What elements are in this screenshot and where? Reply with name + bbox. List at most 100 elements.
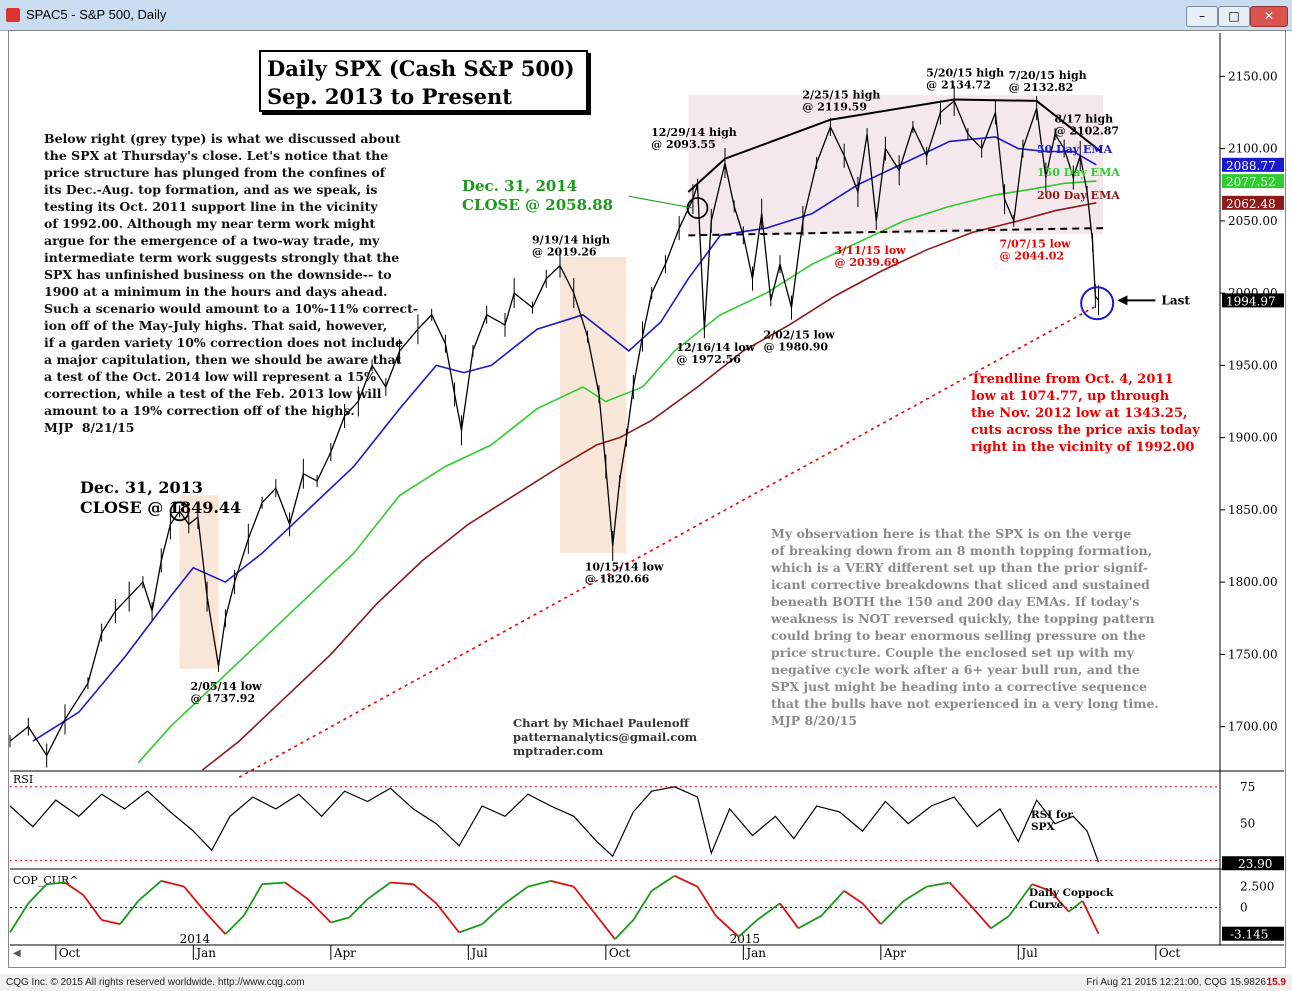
ema-value-tag-label: 2088.77	[1226, 159, 1276, 173]
x-axis-tick-label: Apr	[883, 946, 906, 960]
coppock-segment	[412, 883, 437, 905]
analysis-note-black: Below right (grey type) is what we discu…	[44, 131, 419, 435]
coppock-segment	[284, 881, 309, 900]
coppock-segment	[458, 923, 483, 934]
coppock-segment	[1068, 900, 1084, 913]
coppock-legend: Daily Coppock Curve	[1029, 887, 1114, 911]
footer-timestamp: Fri Aug 21 2015 12:21:00, CQG 15.9826	[1086, 977, 1266, 988]
app-icon	[6, 8, 20, 22]
coppock-segment	[550, 879, 574, 888]
status-footer: CQG Inc. © 2015 All rights reserved worl…	[0, 974, 1292, 991]
shaded-region	[179, 495, 219, 669]
rsi-line	[9, 786, 1100, 863]
x-axis-tick-label: Jul	[469, 946, 488, 960]
shaded-region	[560, 256, 627, 554]
coppock-segment	[779, 902, 800, 929]
price-y-tick-label: 1850.00	[1228, 503, 1278, 517]
price-annotation: 2/02/15 low @ 1980.90	[763, 329, 835, 354]
price-annotation: 12/16/14 low @ 1972.56	[676, 341, 755, 366]
x-axis-tick-label: Jul	[1019, 946, 1038, 960]
window-title: SPAC5 - S&P 500, Daily	[26, 7, 167, 22]
coppock-segment	[366, 881, 391, 900]
ema-line	[202, 202, 1097, 771]
chart-title-box: Daily SPX (Cash S&P 500) Sep. 2013 to Pr…	[259, 50, 588, 112]
coppock-segment	[348, 898, 369, 919]
last-value-tag	[1222, 293, 1284, 308]
rsi-y-tick-label: 75	[1240, 780, 1255, 794]
price-annotation: 2/05/14 low @ 1737.92	[191, 680, 263, 705]
coppock-segment	[1081, 900, 1100, 935]
price-annotation: 12/29/14 high @ 2093.55	[651, 126, 737, 151]
coppock-value-tag	[1222, 926, 1284, 941]
coppock-segment	[797, 915, 822, 930]
analysis-note-grey: My observation here is that the SPX is o…	[771, 526, 1159, 728]
price-y-tick-label: 1950.00	[1228, 358, 1278, 372]
last-label: Last	[1161, 293, 1190, 307]
coppock-segment	[595, 915, 616, 940]
trendline-note-red: Trendline from Oct. 4, 2011 low at 1074.…	[971, 372, 1200, 455]
coppock-segment	[82, 894, 103, 921]
minimize-button[interactable]: –	[1186, 6, 1218, 27]
coppock-value-tag-label: -3.145	[1230, 928, 1268, 942]
rsi-y-tick-label: 50	[1240, 817, 1255, 831]
coppock-segment	[330, 916, 350, 924]
coppock-segment	[481, 902, 506, 925]
price-annotation: 7/07/15 low @ 2044.02	[1000, 238, 1072, 263]
price-annotation: 9/19/14 high @ 2019.26	[532, 233, 610, 258]
maximize-button[interactable]: □	[1218, 6, 1250, 27]
coppock-panel-title: COP_CUR^	[13, 874, 79, 887]
ema-line	[32, 136, 1097, 742]
x-axis-tick-label: Oct	[609, 946, 631, 960]
ema-line	[137, 180, 1097, 764]
year-label: 2015	[730, 932, 761, 946]
price-y-tick-label: 1900.00	[1228, 431, 1278, 445]
price-y-tick-label: 1800.00	[1228, 575, 1278, 589]
coppock-segment	[9, 902, 30, 933]
coppock-segment	[696, 886, 717, 917]
dec-2014-close-label: Dec. 31, 2014 CLOSE @ 2058.88	[462, 177, 614, 214]
coppock-segment	[161, 879, 185, 888]
rsi-value-tag	[1222, 856, 1284, 871]
x-axis-tick-label: Jan	[744, 946, 766, 960]
coppock-segment	[46, 881, 66, 886]
dec-2013-close-label: Dec. 31, 2013 CLOSE @ 1849.44	[80, 478, 242, 517]
price-y-tick-label: 1700.00	[1228, 720, 1278, 734]
x-axis-tick-label: Jan	[194, 946, 216, 960]
coppock-segment	[262, 881, 286, 886]
coppock-segment	[715, 915, 740, 938]
coppock-segment	[224, 915, 245, 935]
last-value-tag-label: 1994.97	[1226, 294, 1276, 308]
title-bar[interactable]: SPAC5 - S&P 500, Daily – □ ✕	[0, 0, 1292, 31]
coppock-segment	[990, 915, 1010, 930]
top-resistance-curve	[687, 98, 1102, 193]
year-label: 2014	[180, 932, 211, 946]
coppock-segment	[242, 883, 263, 917]
coppock-segment	[1008, 883, 1033, 917]
last-price-circle	[1080, 286, 1115, 321]
coppock-segment	[614, 919, 634, 940]
rsi-panel-title: RSI	[13, 773, 33, 786]
coppock-y-tick-label: 2.500	[1240, 880, 1274, 894]
close-button[interactable]: ✕	[1250, 6, 1288, 27]
price-line	[9, 99, 1100, 757]
coppock-segment	[903, 885, 928, 902]
price-annotation: 10/15/14 low @ 1820.66	[585, 560, 664, 585]
price-annotation: 2/25/15 high @ 2119.59	[802, 88, 880, 113]
coppock-segment	[926, 881, 950, 888]
coppock-segment	[651, 875, 676, 892]
ema-legend-label: 50 Day EMA	[1037, 143, 1113, 156]
dec-2014-pointer	[628, 195, 694, 209]
ema-value-tag	[1222, 195, 1284, 210]
trendline-support	[238, 303, 1099, 778]
coppock-segment	[101, 919, 121, 926]
coppock-segment	[119, 900, 140, 925]
neckline-dashed	[688, 227, 1104, 237]
coppock-segment	[390, 881, 414, 886]
coppock-segment	[674, 875, 698, 888]
coppock-segment	[1049, 890, 1070, 913]
last-arrow-head	[1117, 295, 1128, 306]
coppock-segment	[948, 881, 974, 909]
x-axis-tick-label: Oct	[1159, 946, 1181, 960]
